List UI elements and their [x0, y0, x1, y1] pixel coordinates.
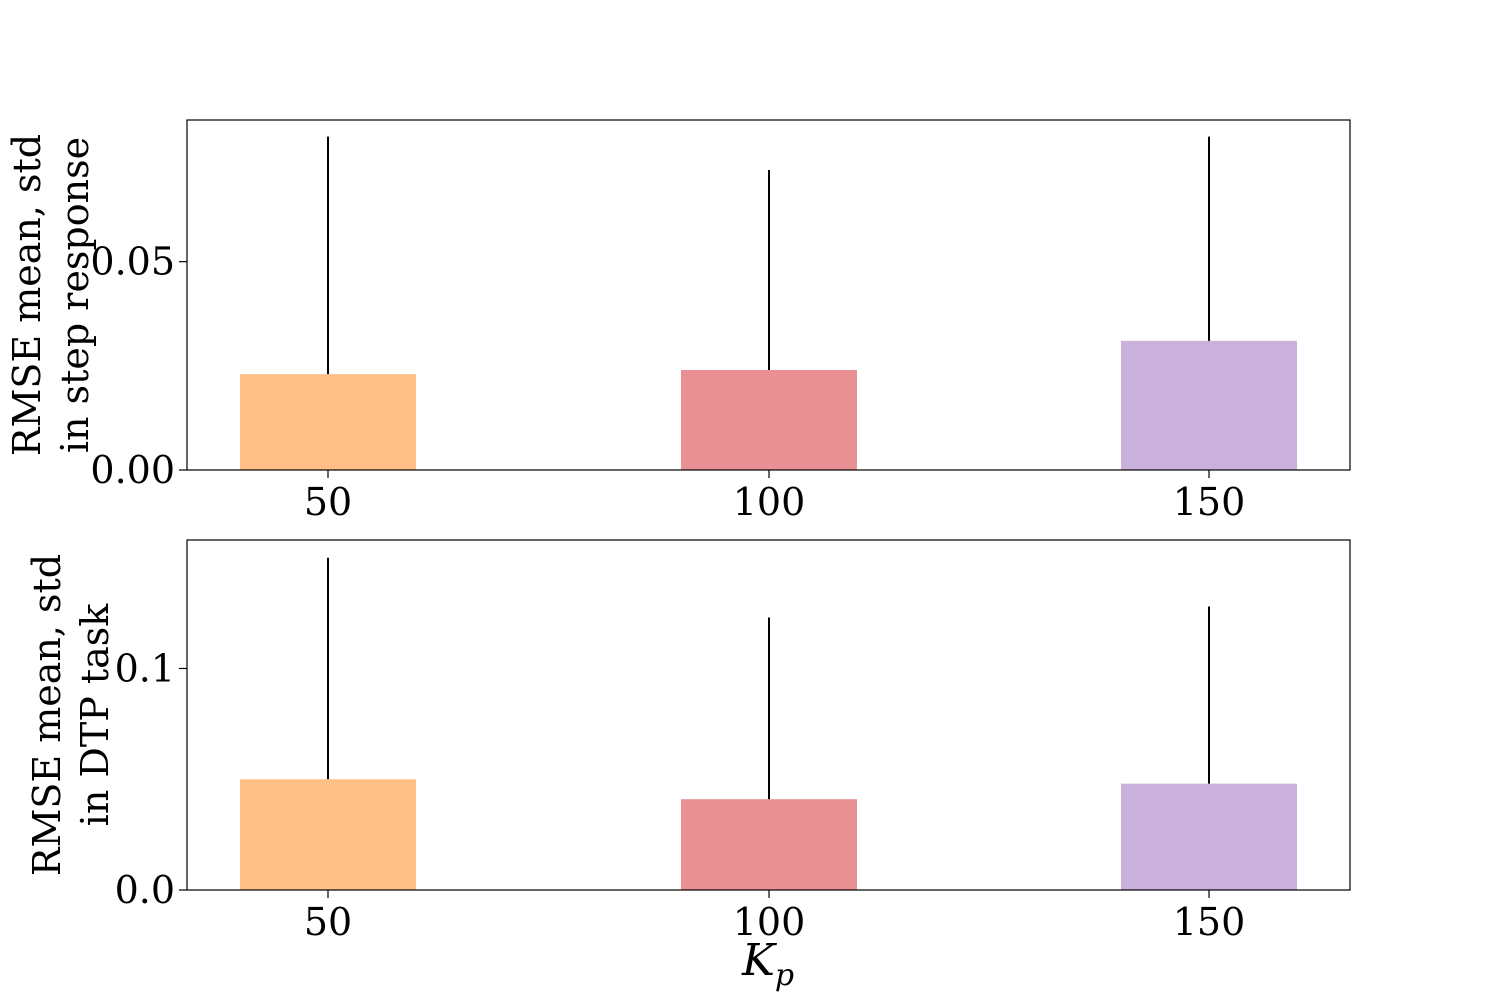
- bar-2-50: [240, 779, 416, 890]
- x-tick-label-1-50: 50: [304, 480, 352, 524]
- x-tick-label-2-50: 50: [304, 900, 352, 944]
- y-axis-label-2-line-1: RMSE mean, std: [25, 554, 69, 876]
- x-tick-label-2-150: 150: [1173, 900, 1246, 944]
- y-axis-label-2-line-2: in DTP task: [73, 603, 117, 827]
- bar-1-50: [240, 374, 416, 470]
- y-tick-label-1-1: 0.05: [90, 240, 175, 284]
- bar-2-150: [1121, 783, 1297, 890]
- y-tick-label-1-0: 0.00: [90, 448, 175, 492]
- y-axis-label-1-line-2: in step response: [53, 137, 97, 453]
- y-axis-label-1-line-1: RMSE mean, std: [5, 134, 49, 456]
- x-axis-label: Kp: [741, 935, 794, 993]
- x-tick-label-1-150: 150: [1173, 480, 1246, 524]
- y-tick-label-2-0: 0.0: [115, 868, 175, 912]
- x-tick-label-2-100: 100: [733, 900, 806, 944]
- bar-2-100: [681, 799, 857, 890]
- bar-1-100: [681, 370, 857, 470]
- x-tick-label-1-100: 100: [733, 480, 806, 524]
- bar-1-150: [1121, 340, 1297, 470]
- x-axis-label-main: K: [741, 935, 777, 986]
- x-axis-label-subscript: p: [775, 958, 794, 993]
- y-tick-label-2-1: 0.1: [115, 646, 175, 690]
